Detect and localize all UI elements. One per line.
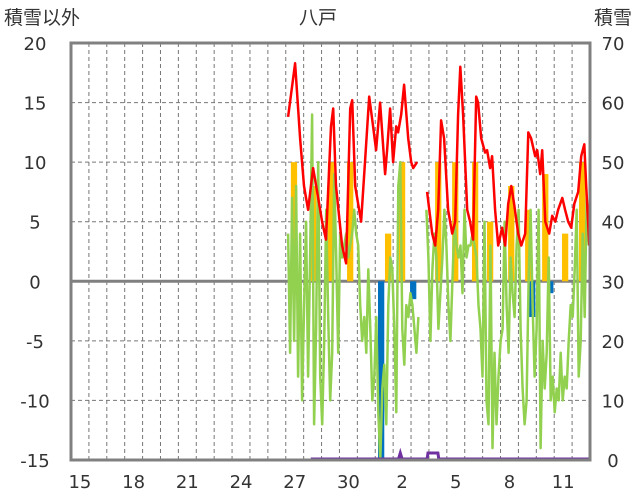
left-tick-label: -15 (20, 451, 49, 472)
right-tick-label: 40 (602, 213, 625, 234)
right-axis-label: 積雪 (594, 7, 632, 29)
right-tick-label: 10 (602, 391, 625, 412)
left-tick-label: -5 (26, 332, 44, 353)
x-tick-label: 21 (176, 472, 199, 493)
x-tick-label: 5 (450, 472, 461, 493)
x-tick-label: 27 (283, 472, 306, 493)
orange-bar (327, 162, 335, 282)
right-tick-label: 30 (602, 272, 625, 293)
orange-bar (290, 162, 298, 282)
right-tick-label: 0 (607, 451, 618, 472)
x-tick-label: 18 (122, 472, 145, 493)
purple-snow-depth-line (310, 447, 590, 461)
left-tick-label: -10 (20, 391, 49, 412)
left-tick-label: 10 (24, 153, 47, 174)
x-tick-label: 15 (68, 472, 91, 493)
red-series-line (286, 62, 591, 265)
blue-bar (410, 281, 417, 300)
series-lines (286, 62, 591, 462)
orange-bar (525, 209, 532, 282)
left-tick-label: 15 (24, 94, 47, 115)
left-axis-label: 積雪以外 (4, 7, 80, 29)
green-series-line (286, 113, 590, 462)
orange-bar (578, 162, 586, 282)
orange-bar (542, 174, 549, 282)
x-tick-label: 8 (504, 472, 515, 493)
orange-bar (508, 185, 515, 282)
left-tick-label: 20 (24, 34, 47, 55)
orange-bar (561, 233, 569, 282)
orange-bar (384, 233, 392, 282)
right-tick-label: 20 (602, 332, 625, 353)
left-tick-label: 5 (29, 213, 40, 234)
right-tick-label: 70 (602, 34, 625, 55)
x-tick-label: 2 (396, 472, 407, 493)
x-tick-label: 11 (552, 472, 575, 493)
orange-bar (471, 162, 479, 282)
right-tick-label: 50 (602, 153, 625, 174)
chart-title: 八戸 (299, 7, 337, 29)
blue-bar (378, 281, 385, 460)
orange-bar (347, 162, 354, 282)
left-tick-label: 0 (29, 272, 40, 293)
right-tick-label: 60 (602, 94, 625, 115)
x-tick-label: 30 (337, 472, 360, 493)
x-tick-label: 24 (230, 472, 253, 493)
plot-frame (69, 41, 592, 462)
